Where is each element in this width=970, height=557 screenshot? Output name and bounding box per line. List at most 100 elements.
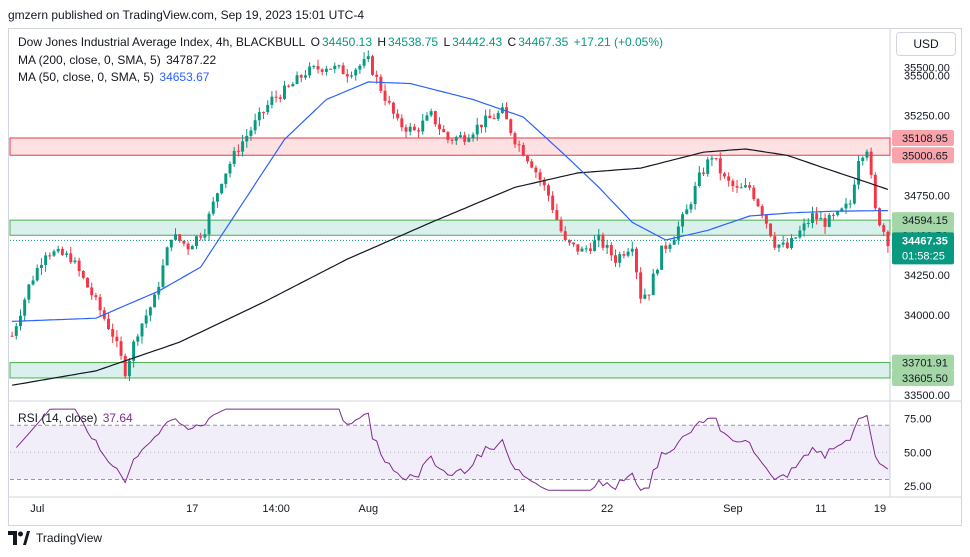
candle-body xyxy=(400,118,404,128)
currency-button[interactable]: USD xyxy=(896,32,956,56)
candle-body xyxy=(622,254,626,256)
candle-body xyxy=(651,273,655,296)
candle-body xyxy=(484,115,488,128)
candle-body xyxy=(475,124,479,135)
candle-body xyxy=(790,238,793,248)
candle-body xyxy=(10,335,14,337)
candle-body xyxy=(806,222,810,224)
candle-body xyxy=(584,248,588,250)
rsi-label: RSI (14, close) xyxy=(18,411,98,425)
candle-body xyxy=(278,97,282,99)
candle-body xyxy=(865,151,869,158)
candle-body xyxy=(555,209,559,220)
candle-body xyxy=(517,144,521,146)
candle-body xyxy=(404,127,408,132)
candle-body xyxy=(446,132,450,140)
candle-body xyxy=(228,164,232,174)
high-value: 34538.75 xyxy=(388,35,439,49)
candle-body xyxy=(693,185,697,205)
candle-body xyxy=(379,76,383,91)
zone-label-bg xyxy=(892,147,954,164)
candle-body xyxy=(559,219,563,232)
candle-body xyxy=(672,239,676,245)
candle-body xyxy=(69,253,73,263)
candle-body xyxy=(735,186,739,188)
candle-body xyxy=(769,223,773,237)
price-tick-label: 35500.00 xyxy=(904,71,950,83)
candle-body xyxy=(299,75,303,78)
candle-body xyxy=(195,236,198,247)
candle-body xyxy=(86,277,89,288)
candle-body xyxy=(111,329,115,337)
candle-body xyxy=(144,315,148,324)
candle-body xyxy=(123,355,127,377)
ma200-legend: MA (200, close, 0, SMA, 5) 34787.22 xyxy=(18,53,218,67)
candle-body xyxy=(433,111,437,125)
candle-body xyxy=(60,248,64,255)
candle-body xyxy=(479,124,483,128)
candle-body xyxy=(266,104,270,113)
candle-body xyxy=(760,206,764,215)
chart-frame xyxy=(8,28,962,526)
candle-body xyxy=(165,247,169,266)
candle-body xyxy=(509,119,513,134)
candle-body xyxy=(714,158,718,160)
candle-body xyxy=(207,213,211,235)
candle-body xyxy=(203,234,207,238)
candle-body xyxy=(668,244,672,249)
candle-body xyxy=(333,65,337,70)
candle-body xyxy=(350,75,353,77)
rsi-value: 37.64 xyxy=(102,411,133,425)
footer: TradingView xyxy=(8,531,102,545)
countdown-label: 01:58:25 xyxy=(902,250,945,262)
zone-top-label: 35108.95 xyxy=(902,133,948,145)
candle-body xyxy=(630,248,634,252)
zone-top-label: 33701.91 xyxy=(902,358,948,370)
candle-body xyxy=(743,185,747,188)
candle-body xyxy=(597,234,601,241)
candle-body xyxy=(576,244,580,252)
candle-body xyxy=(660,245,664,270)
candle-body xyxy=(819,217,823,220)
time-tick-label: 19 xyxy=(874,503,886,515)
candle-body xyxy=(614,255,617,263)
candle-body xyxy=(601,234,605,248)
candle-body xyxy=(777,244,781,248)
candle-body xyxy=(199,236,203,238)
symbol-title: Dow Jones Industrial Average Index, 4h, … xyxy=(18,35,306,49)
candle-body xyxy=(781,242,785,245)
candle-body xyxy=(132,341,136,361)
low-value: 34442.43 xyxy=(452,35,503,49)
candle-body xyxy=(794,237,798,239)
candle-body xyxy=(848,203,852,205)
time-tick-label: 22 xyxy=(601,503,613,515)
candle-body xyxy=(681,214,685,227)
candle-body xyxy=(459,135,462,138)
candle-body xyxy=(580,248,584,252)
candle-body xyxy=(521,145,525,156)
candle-body xyxy=(320,69,324,72)
zone-label-bg xyxy=(892,369,954,386)
candle-body xyxy=(857,161,861,185)
ma50-legend: MA (50, close, 0, SMA, 5) 34653.67 xyxy=(18,70,211,84)
candle-body xyxy=(169,239,173,248)
candle-body xyxy=(639,272,643,299)
candle-body xyxy=(186,243,190,250)
candle-body xyxy=(39,264,43,269)
candle-body xyxy=(308,66,312,76)
candle-body xyxy=(408,126,412,132)
candle-body xyxy=(94,295,98,298)
ma50-label: MA (50, close, 0, SMA, 5) xyxy=(18,70,155,84)
open-value: 34450.13 xyxy=(321,35,373,49)
candle-body xyxy=(534,167,538,173)
candle-body xyxy=(429,111,433,116)
candle-body xyxy=(471,134,475,139)
zone-bottom-label: 33605.50 xyxy=(902,373,948,385)
candle-body xyxy=(618,254,622,263)
candle-body xyxy=(287,85,291,87)
candle-body xyxy=(44,255,48,265)
candle-body xyxy=(572,242,576,245)
candle-body xyxy=(764,214,768,224)
candle-body xyxy=(140,323,144,337)
